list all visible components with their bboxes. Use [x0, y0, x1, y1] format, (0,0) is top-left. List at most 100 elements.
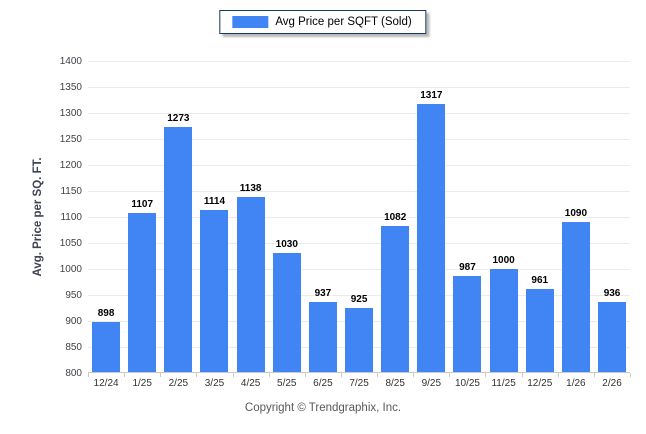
bar [561, 222, 590, 373]
bar-slot: 1317 [413, 61, 449, 373]
x-tick-mark [124, 373, 125, 377]
gridline [88, 217, 630, 218]
x-axis-line [88, 372, 630, 373]
x-tick-mark [449, 373, 450, 377]
bar [164, 127, 193, 373]
bar-value-label: 1273 [167, 113, 190, 124]
x-tick-label: 1/25 [132, 378, 152, 389]
bar-slot: 961 [522, 61, 558, 373]
bar-slot: 1273 [160, 61, 196, 373]
y-tick-label: 850 [65, 342, 82, 353]
bar-slot: 1114 [196, 61, 232, 373]
x-tick-label: 11/25 [491, 378, 516, 389]
bar-value-label: 987 [459, 261, 476, 273]
bar-slot: 936 [594, 61, 630, 373]
x-tick-mark [160, 373, 161, 377]
bar-value-label: 1090 [564, 208, 588, 220]
gridline [88, 165, 630, 166]
bar [200, 209, 229, 373]
plot-area: 800 850 900 950 1000 1050 1100 1150 1200 1250 1300… [60, 56, 631, 379]
bar-value-label: 1000 [492, 255, 515, 266]
bar-value-label: 1114 [203, 195, 226, 207]
x-tick-label: 12/24 [93, 378, 119, 389]
bar-slot: 1107 [124, 61, 160, 373]
gridline [88, 113, 630, 114]
x-tick-mark [341, 373, 342, 377]
bar [345, 308, 374, 373]
bar [525, 289, 554, 373]
x-axis-labels: 12/24 1/25 2/25 3/25 4/25 5/25 6/25 7/25 8/25 9/2… [88, 378, 630, 389]
x-tick-label: 2/26 [602, 378, 622, 389]
copyright-text: Copyright © Trendgraphix, Inc. [244, 402, 402, 414]
gridline [88, 87, 630, 88]
bar [489, 269, 518, 373]
x-tick-mark [196, 373, 197, 377]
y-tick-label: 1000 [59, 264, 82, 275]
bar [308, 301, 337, 373]
y-tick-label: 1200 [59, 160, 82, 171]
x-tick-mark [485, 373, 486, 377]
bar-slot: 1000 [486, 61, 522, 373]
bar-value-label: 961 [531, 275, 549, 287]
bar-slot: 1090 [558, 61, 594, 373]
x-tick-label: 7/25 [349, 378, 369, 389]
x-tick-label: 8/25 [385, 378, 405, 389]
gridline [88, 191, 630, 192]
x-tick-label: 5/25 [277, 378, 297, 389]
y-tick-label: 1350 [59, 82, 82, 93]
bar-slot: 898 [88, 61, 124, 373]
x-tick-mark [630, 373, 631, 377]
x-tick-label: 10/25 [454, 378, 480, 389]
x-tick-mark [413, 373, 414, 377]
gridline [88, 139, 630, 140]
x-tick-mark [305, 373, 306, 377]
x-tick-label: 1/26 [566, 378, 586, 389]
x-tick-mark [88, 373, 89, 377]
x-tick-label: 4/25 [240, 378, 261, 389]
x-tick-mark [233, 373, 234, 377]
gridline [88, 243, 630, 244]
bar [453, 275, 482, 373]
bar-value-label: 898 [97, 308, 115, 319]
y-tick-label: 1150 [60, 186, 82, 197]
bar-value-label: 1082 [384, 212, 407, 224]
x-tick-label: 3/25 [204, 378, 225, 389]
bar-value-label: 1317 [420, 90, 443, 102]
bar [598, 302, 627, 373]
y-tick-label: 1300 [59, 108, 82, 119]
bar-value-label: 1030 [275, 239, 298, 251]
x-tick-mark [522, 373, 523, 377]
x-tick-mark [594, 373, 595, 377]
x-tick-mark [558, 373, 559, 377]
bar [236, 197, 265, 373]
bar-slot: 1030 [269, 61, 305, 373]
legend-label: Avg Price per SQFT (Sold) [275, 16, 412, 28]
y-tick-label: 1250 [59, 134, 82, 145]
x-tick-mark [269, 373, 270, 377]
x-tick-label: 12/25 [527, 378, 553, 389]
bar-slot: 1082 [377, 61, 413, 373]
gridline [88, 61, 630, 62]
bar [92, 322, 121, 373]
x-tick-label: 6/25 [313, 378, 333, 389]
bar [128, 213, 157, 373]
y-tick-label: 1050 [59, 238, 82, 249]
gridline [88, 295, 630, 296]
bars-layer: 898 1107 1273 1114 1138 1030 937 925 1082 1317 987… [88, 61, 630, 373]
bar-value-label: 936 [603, 288, 621, 300]
x-tick-label: 9/25 [421, 378, 442, 389]
y-tick-label: 1400 [59, 56, 82, 67]
bar-slot: 1138 [233, 61, 269, 373]
bar [381, 226, 410, 373]
legend-swatch [232, 16, 269, 28]
y-tick-label: 900 [65, 316, 82, 327]
bar-value-label: 1107 [131, 199, 154, 211]
bar [272, 253, 301, 373]
bar [417, 104, 446, 373]
y-tick-label: 950 [65, 290, 82, 301]
y-tick-label: 800 [65, 368, 82, 379]
bar-slot: 925 [341, 61, 377, 373]
bar-slot: 987 [449, 61, 485, 373]
bar-slot: 937 [305, 61, 341, 373]
